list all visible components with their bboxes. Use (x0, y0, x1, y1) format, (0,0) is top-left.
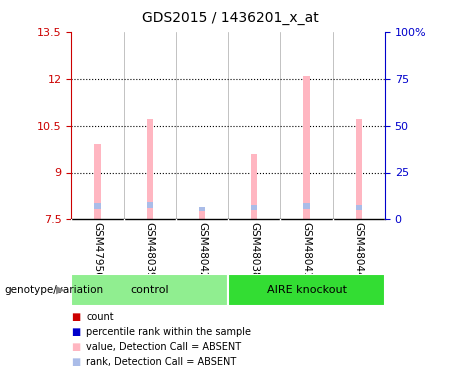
Bar (95, 144, 100, 219)
Text: genotype/variation: genotype/variation (5, 285, 104, 295)
Text: GSM48041: GSM48041 (301, 222, 312, 279)
Text: ■: ■ (71, 312, 81, 322)
Bar (356, 205, 362, 210)
Text: ■: ■ (71, 327, 81, 337)
Bar (251, 205, 257, 210)
Text: rank, Detection Call = ABSENT: rank, Detection Call = ABSENT (86, 357, 236, 367)
Text: ■: ■ (71, 357, 81, 367)
Bar (356, 119, 362, 219)
Text: percentile rank within the sample: percentile rank within the sample (86, 327, 251, 337)
Text: count: count (86, 312, 114, 322)
Bar (147, 202, 153, 208)
Bar (228, 274, 385, 306)
Bar (147, 119, 153, 219)
Bar (199, 207, 205, 211)
Bar (303, 76, 310, 219)
Bar (303, 203, 310, 209)
Text: GSM48038: GSM48038 (249, 222, 260, 279)
Bar (199, 209, 205, 219)
Text: GDS2015 / 1436201_x_at: GDS2015 / 1436201_x_at (142, 11, 319, 25)
Text: ▶: ▶ (56, 285, 64, 295)
Text: AIRE knockout: AIRE knockout (266, 285, 347, 295)
Text: control: control (130, 285, 169, 295)
Bar (95, 203, 100, 209)
Text: GSM48042: GSM48042 (197, 222, 207, 279)
Text: GSM48044: GSM48044 (354, 222, 364, 279)
Text: GSM48039: GSM48039 (145, 222, 155, 279)
Text: GSM47956: GSM47956 (93, 222, 103, 279)
Bar (71, 274, 228, 306)
Text: value, Detection Call = ABSENT: value, Detection Call = ABSENT (86, 342, 241, 352)
Bar (251, 154, 257, 219)
Text: ■: ■ (71, 342, 81, 352)
